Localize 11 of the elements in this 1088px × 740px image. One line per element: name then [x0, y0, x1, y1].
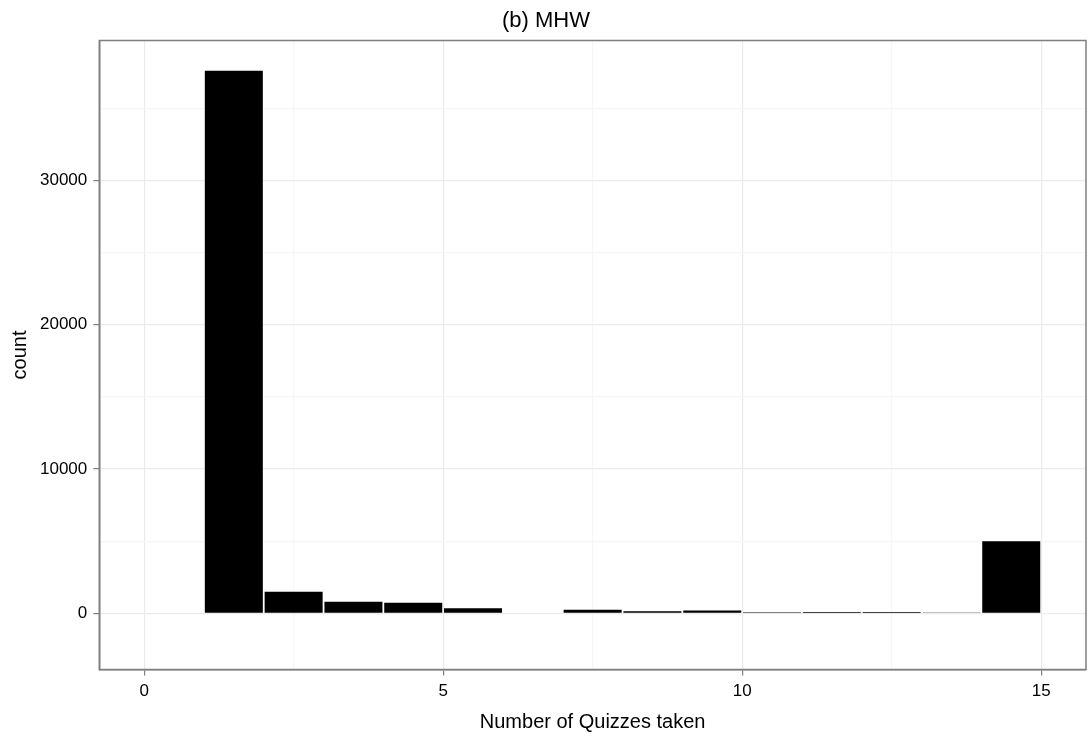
y-tick-label: 30000: [39, 170, 88, 190]
x-tick-label: 15: [1031, 681, 1051, 701]
x-tick-label: 0: [139, 681, 149, 701]
y-tick-label: 20000: [39, 314, 88, 334]
y-axis-title: count: [7, 330, 30, 380]
x-tick-label: 5: [438, 681, 448, 701]
x-axis-title: Number of Quizzes taken: [479, 709, 706, 732]
x-tick-label: 10: [732, 681, 752, 701]
chart-title: (b) MHW: [502, 7, 591, 33]
y-tick-label: 0: [77, 603, 88, 623]
y-tick-label: 10000: [39, 458, 88, 478]
